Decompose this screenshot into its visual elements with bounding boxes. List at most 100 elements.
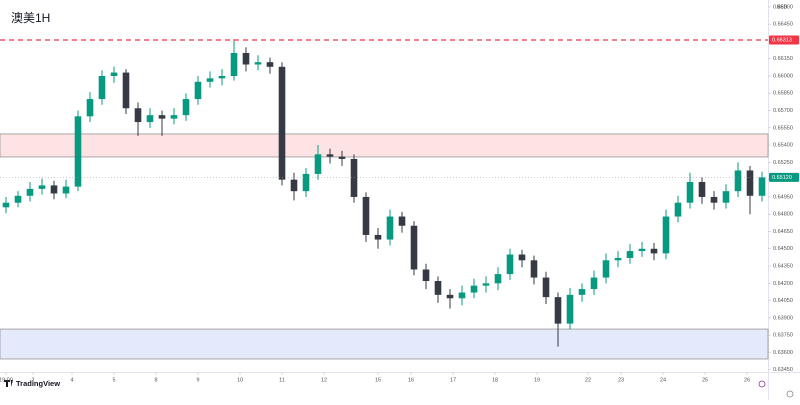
candle-body <box>290 179 298 192</box>
candle-body <box>350 158 358 197</box>
plot-area <box>0 39 769 360</box>
y-tick-label: 0.63750 <box>773 333 793 339</box>
candle-body <box>326 154 334 157</box>
candle-body <box>266 62 274 67</box>
candle-body <box>98 76 106 100</box>
candle-body <box>14 195 22 203</box>
candle-body <box>302 173 310 192</box>
candle-body <box>542 277 550 298</box>
logo-icon <box>4 380 13 387</box>
y-tick-label: 0.66450 <box>773 22 793 28</box>
x-tick-label: 10 <box>237 377 243 383</box>
candle-body <box>254 62 262 65</box>
candle-body <box>674 202 682 217</box>
candle-body <box>74 116 82 187</box>
x-tick-label: 15 <box>375 377 381 383</box>
price-label-bg <box>769 172 799 182</box>
candle-body <box>194 81 202 100</box>
price-label: 0.66313 <box>772 37 792 43</box>
candle-body <box>638 248 646 252</box>
candle-body <box>86 99 94 117</box>
x-tick-label: 2 <box>31 377 34 383</box>
candle-body <box>494 274 502 284</box>
candle-body <box>386 216 394 240</box>
y-tick-label: 0.65550 <box>773 125 793 131</box>
candle-body <box>134 108 142 123</box>
candle-body <box>182 99 190 116</box>
candle-body <box>614 257 622 261</box>
y-tick-label: 0.65850 <box>773 91 793 97</box>
y-tick-label: 0.65250 <box>773 160 793 166</box>
candle-body <box>242 52 250 65</box>
candle-body <box>362 196 370 235</box>
y-tick-label: 0.64050 <box>773 298 793 304</box>
y-tick-label: 0.64200 <box>773 281 793 287</box>
candle-body <box>422 269 430 282</box>
zone <box>0 133 769 158</box>
y-tick-label: 0.66600 <box>773 4 793 10</box>
candle-body <box>662 216 670 254</box>
price-label-bg <box>769 35 799 45</box>
candle-body <box>122 72 130 109</box>
settings-icon[interactable] <box>786 390 794 398</box>
candle-body <box>434 281 442 295</box>
x-tick-label: 17 <box>450 377 456 383</box>
candle-body <box>446 294 454 299</box>
x-tick-label: 9 <box>196 377 199 383</box>
x-tick-label: 8 <box>154 377 157 383</box>
y-tick-label: 0.66000 <box>773 73 793 79</box>
y-tick-label: 0.65400 <box>773 143 793 149</box>
candle-body <box>518 254 526 261</box>
x-tick-label: 19:00 <box>0 377 13 383</box>
y-tick-label: 0.64650 <box>773 229 793 235</box>
candle-body <box>170 115 178 119</box>
candle-body <box>62 186 70 194</box>
x-tick-label: 19 <box>534 377 540 383</box>
y-tick-label: 0.64950 <box>773 194 793 200</box>
y-tick-label: 0.65700 <box>773 108 793 114</box>
candle-body <box>506 254 514 275</box>
x-tick-label: 23 <box>618 377 624 383</box>
x-tick-label: 12 <box>321 377 327 383</box>
y-tick-label: 0.64500 <box>773 246 793 252</box>
y-tick-label: 0.64800 <box>773 212 793 218</box>
y-tick-label: 0.63450 <box>773 367 793 373</box>
candle-body <box>374 234 382 240</box>
x-tick-label: 16 <box>408 377 414 383</box>
candle-body <box>710 196 718 203</box>
candle-body <box>158 115 166 119</box>
candle-body <box>722 191 730 203</box>
candle-body <box>206 78 214 82</box>
x-tick-label: 4 <box>70 377 73 383</box>
candle-body <box>230 52 238 77</box>
x-tick-label: 11 <box>279 377 285 383</box>
x-tick-label: 26 <box>744 377 750 383</box>
candle-body <box>554 297 562 324</box>
candle-body <box>566 294 574 324</box>
candle-body <box>758 177 766 196</box>
candle-body <box>398 216 406 226</box>
x-tick-label: 24 <box>660 377 666 383</box>
candle-body <box>314 154 322 174</box>
candle-body <box>410 225 418 270</box>
y-tick-label: 0.64350 <box>773 263 793 269</box>
candle-body <box>698 181 706 197</box>
candle-body <box>218 76 226 79</box>
candle-body <box>746 170 754 196</box>
candle-body <box>482 283 490 286</box>
candle-body <box>602 260 610 278</box>
currency-label: USD <box>777 4 788 10</box>
y-tick-label: 0.66150 <box>773 56 793 62</box>
candle-body <box>650 248 658 254</box>
candle-body <box>530 260 538 278</box>
candle-body <box>110 72 118 77</box>
candle-body <box>26 188 34 196</box>
y-tick-label: 0.63900 <box>773 315 793 321</box>
event-icon[interactable] <box>758 380 766 388</box>
chart-title: 澳美1H <box>11 11 50 25</box>
candle-body <box>686 181 694 203</box>
candle-body <box>470 285 478 293</box>
x-tick-label: 25 <box>702 377 708 383</box>
candle-body <box>338 156 346 159</box>
